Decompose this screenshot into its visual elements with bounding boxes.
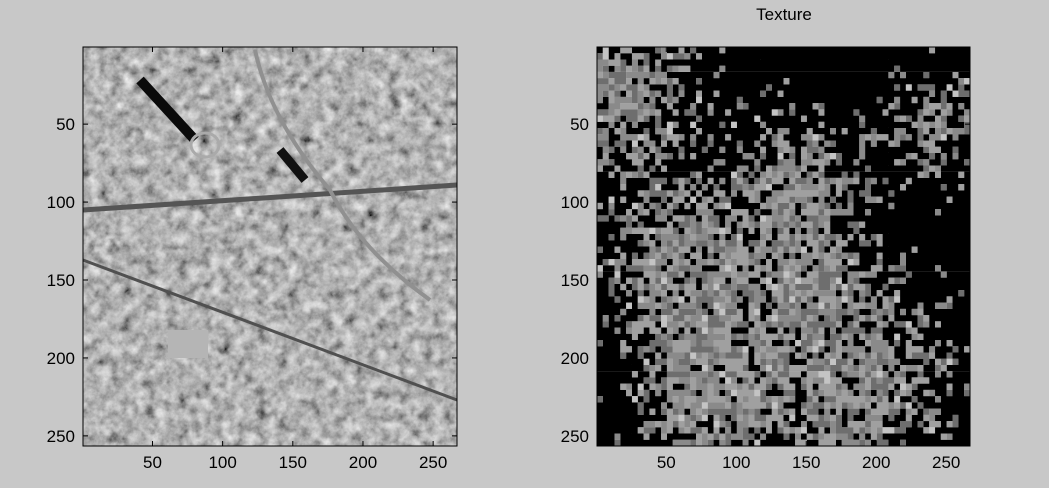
figure: Texture 50 100 150 200 250 50 100 150 200 250 50 10… <box>0 0 1049 488</box>
x-tick-label: 150 <box>792 453 820 472</box>
y-tick-label: 100 <box>561 193 589 212</box>
field <box>168 330 208 358</box>
x-tick-label: 50 <box>143 453 162 472</box>
y-tick-label: 150 <box>561 271 589 290</box>
y-tick-label: 50 <box>570 115 589 134</box>
image-texture <box>83 47 457 446</box>
x-tick-label: 100 <box>722 453 750 472</box>
x-tick-label: 150 <box>279 453 307 472</box>
x-tick-label: 200 <box>862 453 890 472</box>
x-tick-label: 250 <box>932 453 960 472</box>
x-tick-label: 200 <box>349 453 377 472</box>
y-tick-label: 250 <box>47 427 75 446</box>
aerial-image <box>83 47 457 446</box>
x-tick-label: 50 <box>657 453 676 472</box>
y-tick-label: 100 <box>47 193 75 212</box>
x-tick-label: 100 <box>208 453 236 472</box>
x-tick-label: 250 <box>419 453 447 472</box>
chart-title: Texture <box>756 5 812 24</box>
y-tick-label: 50 <box>56 115 75 134</box>
y-tick-label: 150 <box>47 271 75 290</box>
page: Texture 50 100 150 200 250 50 100 150 200 250 50 10… <box>0 0 1049 488</box>
y-tick-label: 200 <box>561 349 589 368</box>
y-tick-label: 200 <box>47 349 75 368</box>
y-tick-label: 250 <box>561 427 589 446</box>
